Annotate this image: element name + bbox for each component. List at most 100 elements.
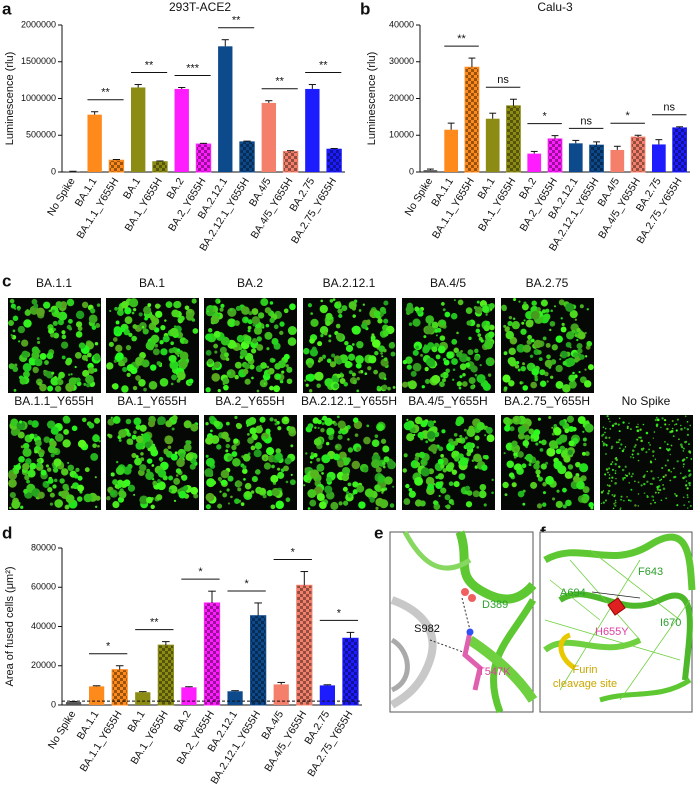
cell — [323, 331, 328, 336]
cell — [17, 307, 21, 311]
cell — [511, 482, 517, 488]
y-tick-label: 10000 — [389, 130, 414, 140]
cell — [250, 445, 256, 451]
sig-label: * — [337, 607, 342, 619]
cell — [321, 454, 331, 464]
cell — [141, 433, 151, 443]
cell — [61, 330, 66, 335]
cell — [686, 456, 688, 459]
cell — [275, 373, 281, 380]
cell — [271, 464, 275, 469]
cell — [310, 452, 314, 456]
h-bond — [461, 597, 471, 631]
cell — [336, 415, 340, 419]
cell — [503, 324, 507, 328]
cell — [112, 479, 118, 486]
cell — [582, 486, 590, 494]
cell — [440, 373, 445, 378]
cell — [273, 385, 281, 393]
cell — [508, 316, 513, 320]
cell — [143, 306, 152, 315]
cell — [412, 349, 419, 356]
cell — [676, 504, 679, 507]
cell — [551, 344, 558, 351]
cell — [621, 468, 625, 472]
cell — [531, 300, 537, 306]
cell — [600, 502, 603, 505]
cell — [600, 491, 604, 494]
cell — [451, 502, 455, 506]
cell — [313, 453, 318, 458]
cell — [60, 341, 69, 349]
ribbon — [402, 530, 472, 571]
cell — [623, 476, 626, 479]
cell — [232, 458, 241, 467]
cell — [68, 377, 77, 386]
cell — [381, 491, 384, 494]
cell — [31, 420, 39, 428]
cell — [133, 493, 136, 496]
cell — [465, 442, 474, 451]
cell — [634, 444, 637, 447]
cell — [652, 499, 655, 501]
cell — [602, 433, 605, 436]
cell — [135, 455, 139, 459]
cell — [183, 420, 192, 429]
cell — [351, 325, 361, 335]
cell — [154, 343, 159, 348]
image-label: BA.4/5_Y655H — [408, 394, 487, 408]
cell — [644, 474, 646, 476]
cell — [682, 450, 685, 452]
cell — [559, 354, 562, 357]
cell — [19, 377, 27, 385]
micrograph — [600, 415, 693, 510]
cell — [333, 383, 339, 389]
cell — [489, 324, 495, 331]
cell — [688, 443, 690, 446]
cell — [146, 458, 153, 464]
cell — [427, 483, 435, 491]
cell — [528, 463, 532, 467]
cell — [283, 353, 290, 360]
atom — [468, 594, 476, 602]
micrograph — [501, 298, 594, 393]
cell — [119, 326, 126, 333]
cell — [320, 299, 324, 303]
cell — [227, 307, 237, 317]
cell — [653, 431, 656, 433]
cell — [247, 325, 252, 330]
cell — [643, 482, 646, 486]
cell — [222, 492, 228, 498]
cell — [531, 368, 540, 376]
cell — [269, 301, 274, 305]
cell — [609, 428, 612, 430]
cell — [456, 438, 462, 444]
cell — [67, 373, 71, 376]
cell — [558, 299, 565, 306]
cell — [244, 491, 252, 498]
cell — [347, 438, 350, 441]
cell — [53, 478, 58, 483]
cell — [247, 437, 254, 444]
cell — [555, 500, 563, 509]
cell — [26, 490, 29, 493]
cell — [389, 503, 395, 508]
y-tick-label: 1000000 — [21, 93, 56, 103]
cell — [546, 354, 551, 360]
cell — [507, 320, 513, 327]
micrograph — [303, 415, 396, 510]
cell — [126, 438, 134, 445]
cell — [611, 476, 614, 479]
cell — [274, 362, 281, 370]
cell — [684, 475, 687, 479]
cell — [392, 485, 395, 488]
cell — [338, 430, 342, 434]
cell — [604, 431, 606, 434]
cell — [95, 495, 101, 501]
cell — [227, 319, 232, 324]
y-tick-label: 0 — [51, 166, 56, 176]
cell — [630, 456, 632, 458]
cell — [645, 451, 648, 454]
cell — [377, 318, 383, 324]
cell — [533, 429, 541, 436]
